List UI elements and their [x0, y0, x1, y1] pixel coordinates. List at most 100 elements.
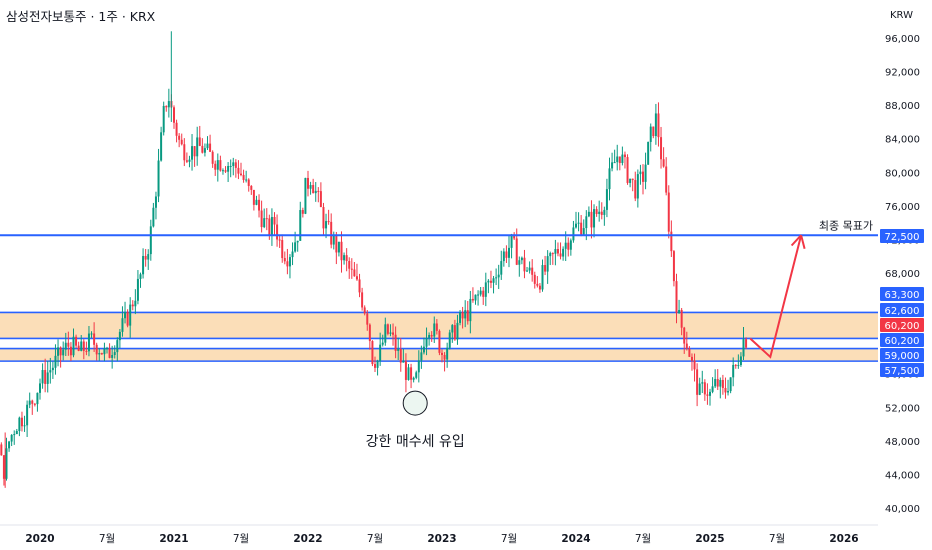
candle-body: [206, 143, 209, 149]
candle-body: [227, 166, 230, 172]
candle-body: [281, 240, 284, 259]
candle-body: [288, 257, 291, 267]
candle-body: [129, 304, 132, 326]
candle-body: [2, 455, 5, 479]
candle-body: [721, 379, 724, 388]
candle-body: [404, 361, 407, 380]
candle-body: [307, 177, 309, 189]
candle-body: [559, 253, 562, 257]
time-tick-label: 7월: [501, 533, 517, 545]
candle-body: [54, 355, 57, 368]
candle-body: [353, 269, 356, 277]
candle-body: [564, 242, 567, 249]
candle-body: [474, 294, 477, 301]
price-tag: [880, 363, 924, 377]
candle-body: [59, 347, 62, 356]
candle-body: [87, 333, 90, 352]
price-tick-label: 96,000: [885, 34, 920, 45]
candle-body: [479, 290, 482, 295]
candle-body: [224, 170, 227, 172]
price-tag-label: 72,500: [885, 232, 920, 243]
candle-body: [662, 159, 665, 167]
candle-body: [533, 274, 536, 284]
candle-body: [15, 431, 18, 435]
candle-body: [149, 226, 152, 255]
candle-body: [10, 434, 13, 442]
candle-body: [361, 292, 364, 308]
candle-body: [39, 383, 41, 393]
price-tag: [880, 333, 924, 347]
candle-body: [422, 346, 425, 353]
candle-body: [556, 249, 559, 254]
candle-body: [216, 160, 219, 170]
candle-body: [538, 285, 541, 290]
candle-body: [389, 332, 392, 334]
candle-body: [580, 222, 583, 235]
candle-body: [28, 400, 31, 405]
candle-body: [453, 325, 456, 340]
candle-body: [118, 331, 121, 341]
candle-body: [464, 310, 467, 319]
price-tick-label: 92,000: [885, 68, 920, 79]
candle-body: [325, 221, 328, 229]
candle-body: [26, 404, 29, 426]
candle-body: [593, 209, 596, 228]
candle-body: [173, 107, 175, 123]
candle-body: [72, 336, 75, 356]
price-tag-label: 57,500: [885, 366, 920, 377]
candle-body: [134, 300, 137, 307]
candle-body: [13, 434, 16, 436]
candle-body: [46, 372, 49, 384]
price-tag-label: 60,200: [885, 321, 920, 332]
candle-body: [252, 189, 255, 205]
candle-body: [680, 309, 683, 328]
candle-body: [80, 341, 83, 351]
candle-body: [665, 166, 668, 193]
candle-body: [312, 185, 315, 194]
candle-body: [299, 210, 302, 241]
target-label: 최종 목표가: [819, 219, 873, 232]
candle-body: [688, 348, 691, 357]
candle-body: [495, 277, 498, 279]
candle-body: [57, 347, 60, 356]
candle-body: [126, 311, 129, 326]
candle-body: [116, 340, 119, 353]
candle-body: [319, 191, 322, 208]
candle-body: [417, 360, 420, 373]
price-tag-label: 62,600: [885, 306, 920, 317]
candle-body: [286, 261, 289, 267]
candle-body: [77, 345, 80, 351]
candle-body: [51, 367, 54, 371]
candle-body: [631, 178, 634, 181]
candle-body: [608, 168, 611, 190]
candle-body: [523, 257, 526, 272]
candle-body: [5, 448, 8, 479]
candle-body: [544, 265, 547, 272]
candle-body: [420, 352, 423, 361]
time-tick-label: 2024: [561, 533, 590, 545]
candle-body: [719, 379, 722, 387]
candle-body: [350, 268, 353, 270]
candle-body: [709, 391, 711, 396]
candle-body: [649, 126, 652, 142]
candle-body: [497, 274, 500, 278]
candle-body: [294, 242, 297, 252]
candle-body: [729, 377, 732, 392]
candle-body: [698, 383, 701, 395]
candle-body: [670, 231, 673, 252]
candle-body: [95, 344, 98, 355]
candle-body: [737, 365, 740, 367]
candle-body: [237, 167, 240, 174]
candle-body: [332, 235, 335, 245]
candle-body: [340, 241, 343, 261]
candle-body: [492, 278, 495, 283]
candle-body: [368, 324, 371, 342]
candle-body: [438, 330, 441, 353]
candle-body: [675, 281, 678, 314]
price-tag-label: 63,300: [885, 290, 920, 301]
candle-body: [214, 163, 217, 170]
candle-body: [366, 313, 369, 325]
chart-title: 삼성전자보통주 · 1주 · KRX: [6, 9, 156, 24]
candle-body: [384, 324, 387, 343]
